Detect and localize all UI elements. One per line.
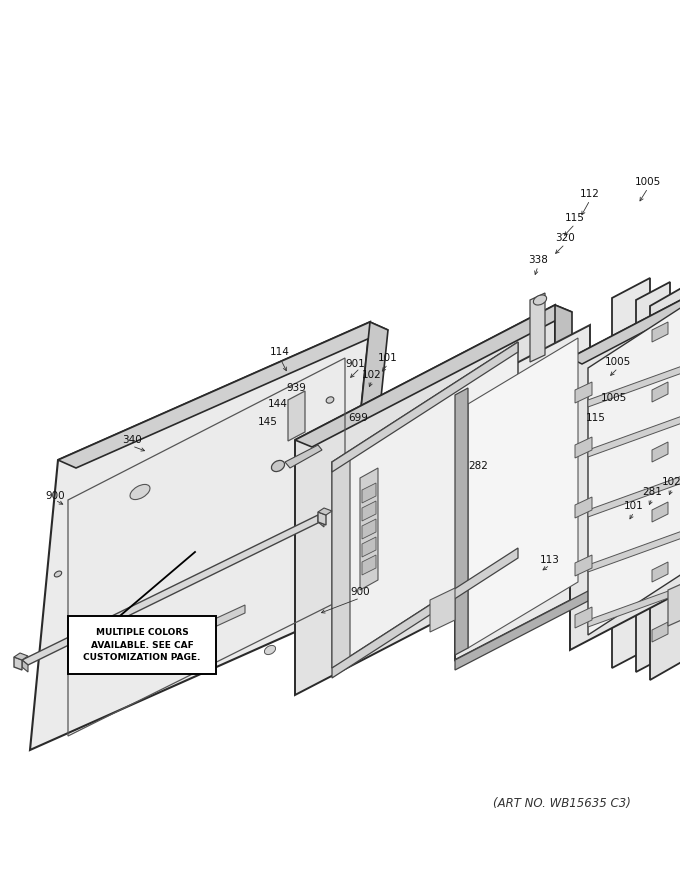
Polygon shape: [652, 382, 668, 402]
Polygon shape: [455, 325, 590, 660]
Polygon shape: [575, 607, 592, 628]
Ellipse shape: [271, 460, 284, 472]
Text: 699: 699: [348, 413, 368, 423]
Text: 102: 102: [662, 477, 680, 487]
Text: 340: 340: [122, 435, 142, 445]
Polygon shape: [650, 286, 680, 680]
Text: 1005: 1005: [601, 393, 627, 403]
Polygon shape: [22, 515, 324, 665]
Text: 900: 900: [350, 587, 370, 597]
Text: 145: 145: [258, 417, 278, 427]
Polygon shape: [340, 322, 388, 620]
Polygon shape: [22, 660, 28, 672]
Polygon shape: [455, 590, 590, 670]
Polygon shape: [668, 582, 680, 626]
Text: 112: 112: [580, 189, 600, 199]
Text: 113: 113: [540, 555, 560, 565]
Polygon shape: [362, 501, 376, 521]
Polygon shape: [362, 519, 376, 539]
Polygon shape: [555, 305, 572, 568]
Polygon shape: [288, 391, 305, 441]
Polygon shape: [362, 555, 376, 575]
Polygon shape: [430, 588, 455, 632]
Polygon shape: [14, 657, 22, 670]
Polygon shape: [362, 537, 376, 557]
Polygon shape: [530, 293, 545, 362]
Text: 115: 115: [565, 213, 585, 223]
Polygon shape: [295, 305, 555, 695]
Polygon shape: [30, 322, 370, 750]
Text: 282: 282: [468, 461, 488, 471]
Ellipse shape: [265, 645, 275, 655]
Polygon shape: [332, 342, 518, 668]
Polygon shape: [14, 653, 28, 660]
Polygon shape: [652, 322, 668, 342]
Ellipse shape: [130, 484, 150, 500]
Polygon shape: [588, 475, 680, 517]
Text: 281: 281: [642, 487, 662, 497]
Text: 102: 102: [362, 370, 382, 380]
FancyBboxPatch shape: [68, 616, 216, 674]
Polygon shape: [332, 548, 518, 678]
Polygon shape: [612, 278, 650, 668]
Polygon shape: [588, 365, 680, 407]
Polygon shape: [588, 530, 680, 572]
Polygon shape: [652, 442, 668, 462]
Polygon shape: [295, 305, 572, 447]
Polygon shape: [195, 605, 245, 636]
Polygon shape: [588, 585, 680, 627]
Polygon shape: [362, 483, 376, 503]
Text: 115: 115: [586, 413, 606, 423]
Polygon shape: [285, 445, 322, 468]
Polygon shape: [636, 282, 670, 672]
Ellipse shape: [54, 571, 62, 577]
Polygon shape: [588, 305, 680, 635]
Polygon shape: [652, 502, 668, 522]
Polygon shape: [575, 437, 592, 458]
Polygon shape: [575, 382, 592, 403]
Polygon shape: [652, 622, 668, 642]
Polygon shape: [588, 415, 680, 457]
Polygon shape: [575, 497, 592, 518]
Text: 338: 338: [528, 255, 548, 265]
Polygon shape: [318, 512, 326, 525]
Polygon shape: [318, 515, 324, 527]
Polygon shape: [332, 452, 350, 668]
Text: MULTIPLE COLORS
AVAILABLE. SEE CAF
CUSTOMIZATION PAGE.: MULTIPLE COLORS AVAILABLE. SEE CAF CUSTO…: [84, 628, 201, 662]
Text: 101: 101: [378, 353, 398, 363]
Ellipse shape: [326, 397, 334, 403]
Text: 939: 939: [286, 383, 306, 393]
Text: 901: 901: [345, 359, 365, 369]
Text: 144: 144: [268, 399, 288, 409]
Polygon shape: [455, 388, 468, 655]
Polygon shape: [318, 508, 332, 515]
Polygon shape: [360, 468, 378, 590]
Text: (ART NO. WB15635 C3): (ART NO. WB15635 C3): [493, 797, 631, 810]
Ellipse shape: [533, 295, 547, 305]
Text: 101: 101: [624, 501, 644, 511]
Text: 1005: 1005: [635, 177, 661, 187]
Polygon shape: [652, 562, 668, 582]
Polygon shape: [58, 322, 388, 468]
Text: 114: 114: [270, 347, 290, 357]
Polygon shape: [575, 555, 592, 576]
Text: 320: 320: [555, 233, 575, 243]
Text: 1005: 1005: [605, 357, 631, 367]
Text: 900: 900: [45, 491, 65, 501]
Polygon shape: [570, 290, 680, 650]
Polygon shape: [332, 342, 518, 472]
Polygon shape: [468, 338, 578, 648]
Polygon shape: [570, 290, 680, 364]
